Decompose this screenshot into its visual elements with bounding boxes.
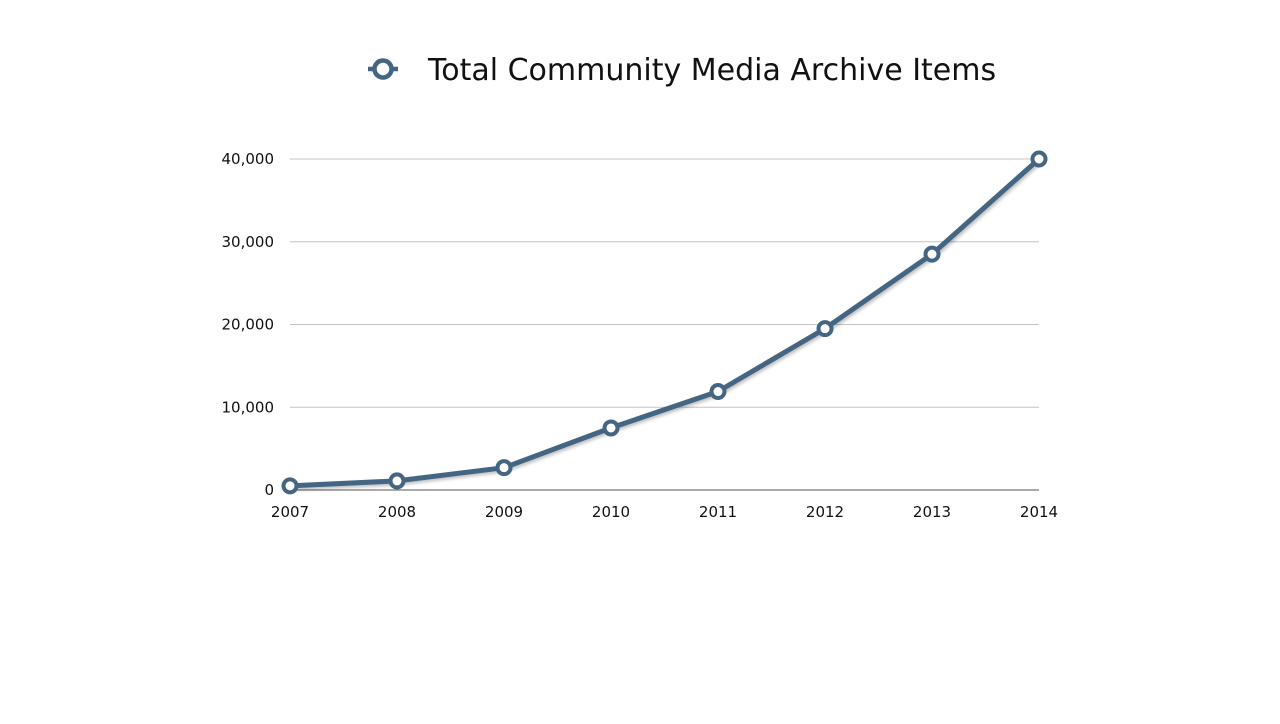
x-tick-label: 2010 <box>592 503 630 521</box>
series-line <box>287 156 1042 489</box>
data-points <box>281 150 1048 495</box>
x-tick-label: 2012 <box>806 503 844 521</box>
legend-label: Total Community Media Archive Items <box>427 53 996 88</box>
data-point-2012 <box>816 320 834 338</box>
y-tick-label: 40,000 <box>222 150 275 168</box>
data-point-2009 <box>495 459 513 477</box>
data-point-2007 <box>281 477 299 495</box>
data-point-2011 <box>709 383 727 401</box>
legend-marker-icon <box>372 58 394 80</box>
x-tick-label: 2009 <box>485 503 523 521</box>
legend: Total Community Media Archive Items <box>368 53 996 88</box>
data-point-2014 <box>1030 150 1048 168</box>
x-tick-label: 2013 <box>913 503 951 521</box>
x-tick-label: 2014 <box>1020 503 1058 521</box>
data-point-2010 <box>602 419 620 437</box>
x-tick-label: 2011 <box>699 503 737 521</box>
y-tick-label: 0 <box>264 481 274 499</box>
y-tick-label: 20,000 <box>222 316 275 334</box>
data-point-2008 <box>388 472 406 490</box>
x-tick-label: 2008 <box>378 503 416 521</box>
x-tick-label: 2007 <box>271 503 309 521</box>
y-axis-tick-labels: 0 10,000 20,000 30,000 40,000 <box>222 150 275 499</box>
y-tick-label: 10,000 <box>222 398 275 416</box>
x-axis-tick-labels: 2007 2008 2009 2010 2011 2012 2013 2014 <box>271 503 1058 521</box>
gridlines <box>290 158 1039 491</box>
y-tick-label: 30,000 <box>222 233 275 251</box>
data-point-2013 <box>923 245 941 263</box>
series-line-group <box>287 156 1042 489</box>
